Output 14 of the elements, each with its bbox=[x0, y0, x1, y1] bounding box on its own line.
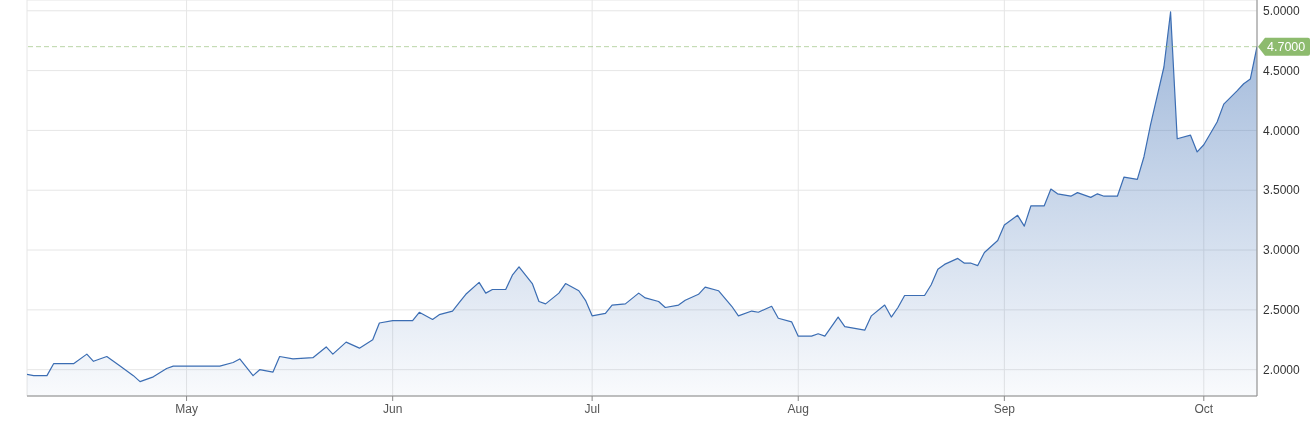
y-tick-label: 4.5000 bbox=[1263, 63, 1301, 78]
x-tick-label: Jul bbox=[584, 401, 600, 416]
x-tick-label: Jun bbox=[383, 401, 403, 416]
x-tick-label: Aug bbox=[787, 401, 809, 416]
y-tick-label: 5.0000 bbox=[1263, 4, 1301, 19]
x-tick-label: May bbox=[175, 401, 198, 416]
x-tick-label: Oct bbox=[1194, 401, 1214, 416]
y-tick-label: 3.5000 bbox=[1263, 183, 1301, 198]
y-tick-label: 2.0000 bbox=[1263, 362, 1301, 377]
ref-line-label: 4.7000 bbox=[1267, 40, 1306, 55]
y-tick-label: 2.5000 bbox=[1263, 303, 1301, 318]
y-tick-label: 3.0000 bbox=[1263, 243, 1301, 258]
x-tick-label: Sep bbox=[993, 401, 1016, 416]
y-tick-label: 4.0000 bbox=[1263, 123, 1301, 138]
